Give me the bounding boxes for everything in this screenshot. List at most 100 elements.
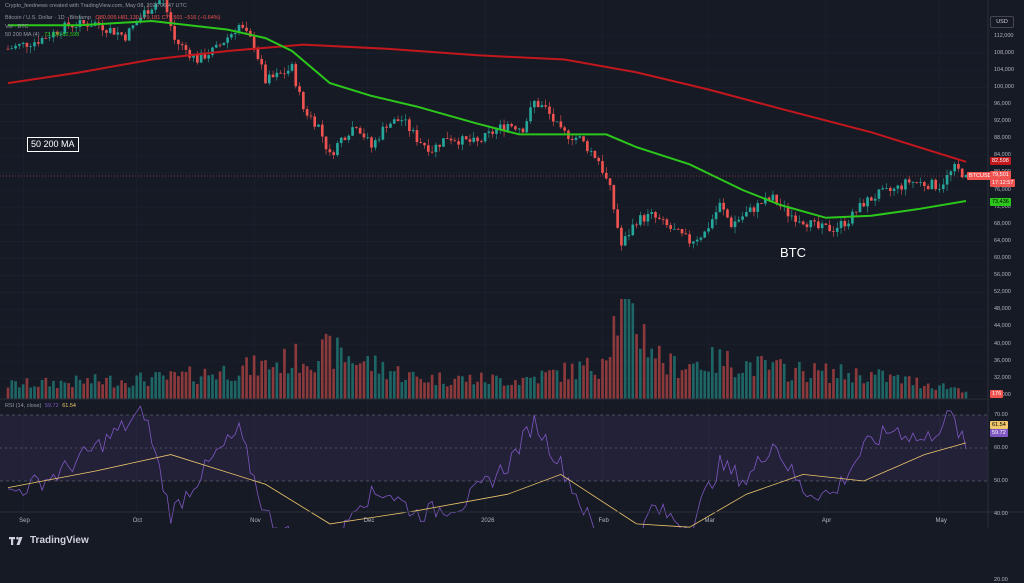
volume-bar bbox=[419, 379, 422, 399]
volume-bar bbox=[832, 369, 835, 399]
volume-bar bbox=[934, 390, 937, 399]
volume-legend[interactable]: Vol · BTC bbox=[5, 24, 29, 30]
tradingview-logo[interactable]: TradingView bbox=[10, 535, 89, 546]
volume-bar bbox=[132, 386, 135, 399]
volume-bar bbox=[207, 375, 210, 399]
volume-bar bbox=[870, 372, 873, 399]
candle-body bbox=[310, 116, 313, 117]
volume-bar bbox=[79, 380, 82, 399]
volume-bar bbox=[609, 357, 612, 399]
candle-body bbox=[745, 212, 748, 216]
volume-bar bbox=[41, 380, 44, 399]
candle-body bbox=[912, 182, 915, 183]
volume-bar bbox=[684, 369, 687, 399]
volume-bar bbox=[450, 385, 453, 399]
candle-body bbox=[855, 212, 858, 213]
candle-body bbox=[802, 222, 805, 225]
volume-bar bbox=[26, 378, 29, 399]
candle-body bbox=[866, 197, 869, 206]
rsi-ma-badge: 61.54 bbox=[990, 421, 1008, 429]
candle-body bbox=[927, 186, 930, 189]
symbol-title: Bitcoin / U.S. Dollar · 1D · Bitstamp bbox=[5, 15, 91, 21]
candle-body bbox=[950, 171, 953, 175]
candle-body bbox=[245, 28, 248, 31]
volume-bar bbox=[33, 386, 36, 399]
volume-bar bbox=[488, 384, 491, 399]
candle-body bbox=[537, 101, 540, 107]
volume-bar bbox=[162, 375, 165, 399]
candle-body bbox=[241, 25, 244, 28]
candle-body bbox=[347, 136, 350, 140]
ma-legend[interactable]: 50 200 MA (4) 73,436 82,598 bbox=[5, 32, 79, 38]
volume-bar bbox=[389, 371, 392, 399]
volume-bar bbox=[302, 364, 305, 399]
volume-bar bbox=[889, 375, 892, 399]
volume-bar bbox=[529, 378, 532, 399]
countdown-badge: 17:12:57 bbox=[990, 179, 1015, 187]
candle-body bbox=[495, 129, 498, 133]
candle-body bbox=[586, 141, 589, 151]
symbol-line[interactable]: Bitcoin / U.S. Dollar · 1D · Bitstamp O8… bbox=[5, 15, 221, 21]
candle-body bbox=[469, 139, 472, 142]
price-tick-label: 44,000 bbox=[994, 323, 1011, 329]
candle-body bbox=[90, 26, 93, 27]
price-tick-label: 64,000 bbox=[994, 238, 1011, 244]
candle-body bbox=[578, 136, 581, 137]
volume-bar bbox=[294, 344, 297, 399]
volume-bar bbox=[844, 379, 847, 399]
volume-bar bbox=[953, 387, 956, 399]
candle-body bbox=[268, 75, 271, 84]
candle-body bbox=[419, 142, 422, 143]
volume-bar bbox=[219, 371, 222, 399]
volume-bar bbox=[783, 364, 786, 399]
price-tick-label: 96,000 bbox=[994, 101, 1011, 107]
volume-bar bbox=[63, 382, 66, 399]
volume-bar bbox=[836, 378, 839, 399]
volume-bar bbox=[631, 303, 634, 399]
candle-body bbox=[272, 75, 275, 78]
volume-bar bbox=[416, 377, 419, 399]
price-tick-label: 48,000 bbox=[994, 306, 1011, 312]
candle-body bbox=[488, 132, 491, 133]
volume-bar bbox=[764, 360, 767, 399]
volume-bar bbox=[942, 383, 945, 399]
btc-annotation[interactable]: BTC bbox=[780, 245, 806, 260]
candle-body bbox=[279, 73, 282, 74]
volume-bar bbox=[223, 366, 226, 399]
volume-bar bbox=[525, 377, 528, 399]
volume-bar bbox=[817, 370, 820, 399]
volume-bar bbox=[469, 375, 472, 399]
candle-body bbox=[881, 188, 884, 189]
volume-bar bbox=[98, 381, 101, 399]
currency-button[interactable]: USD bbox=[990, 16, 1014, 28]
candle-body bbox=[404, 119, 407, 120]
rsi-legend[interactable]: RSI (14, close) 59.72 61.54 bbox=[5, 403, 76, 409]
volume-bar bbox=[329, 336, 332, 399]
candle-body bbox=[45, 38, 48, 39]
price-chart[interactable] bbox=[0, 0, 1024, 554]
volume-bar bbox=[874, 375, 877, 399]
volume-bar bbox=[412, 372, 415, 399]
volume-bar bbox=[794, 368, 797, 399]
candle-body bbox=[934, 180, 937, 189]
candle-body bbox=[287, 71, 290, 74]
volume-bar bbox=[809, 378, 812, 399]
candle-body bbox=[707, 228, 710, 231]
volume-bar bbox=[82, 384, 85, 399]
candle-body bbox=[624, 236, 627, 245]
volume-bar bbox=[503, 386, 506, 399]
tradingview-icon bbox=[9, 536, 27, 546]
candle-body bbox=[647, 214, 650, 222]
candle-body bbox=[151, 10, 154, 14]
candle-body bbox=[821, 223, 824, 228]
ma-annotation[interactable]: 50 200 MA bbox=[27, 137, 79, 152]
candle-body bbox=[370, 137, 373, 147]
volume-bar bbox=[692, 364, 695, 399]
volume-bar bbox=[276, 362, 279, 399]
candle-body bbox=[438, 145, 441, 147]
volume-bar bbox=[249, 375, 252, 399]
footer bbox=[0, 528, 1024, 554]
volume-bar bbox=[662, 363, 665, 399]
volume-bar bbox=[688, 364, 691, 399]
volume-bar bbox=[476, 382, 479, 399]
